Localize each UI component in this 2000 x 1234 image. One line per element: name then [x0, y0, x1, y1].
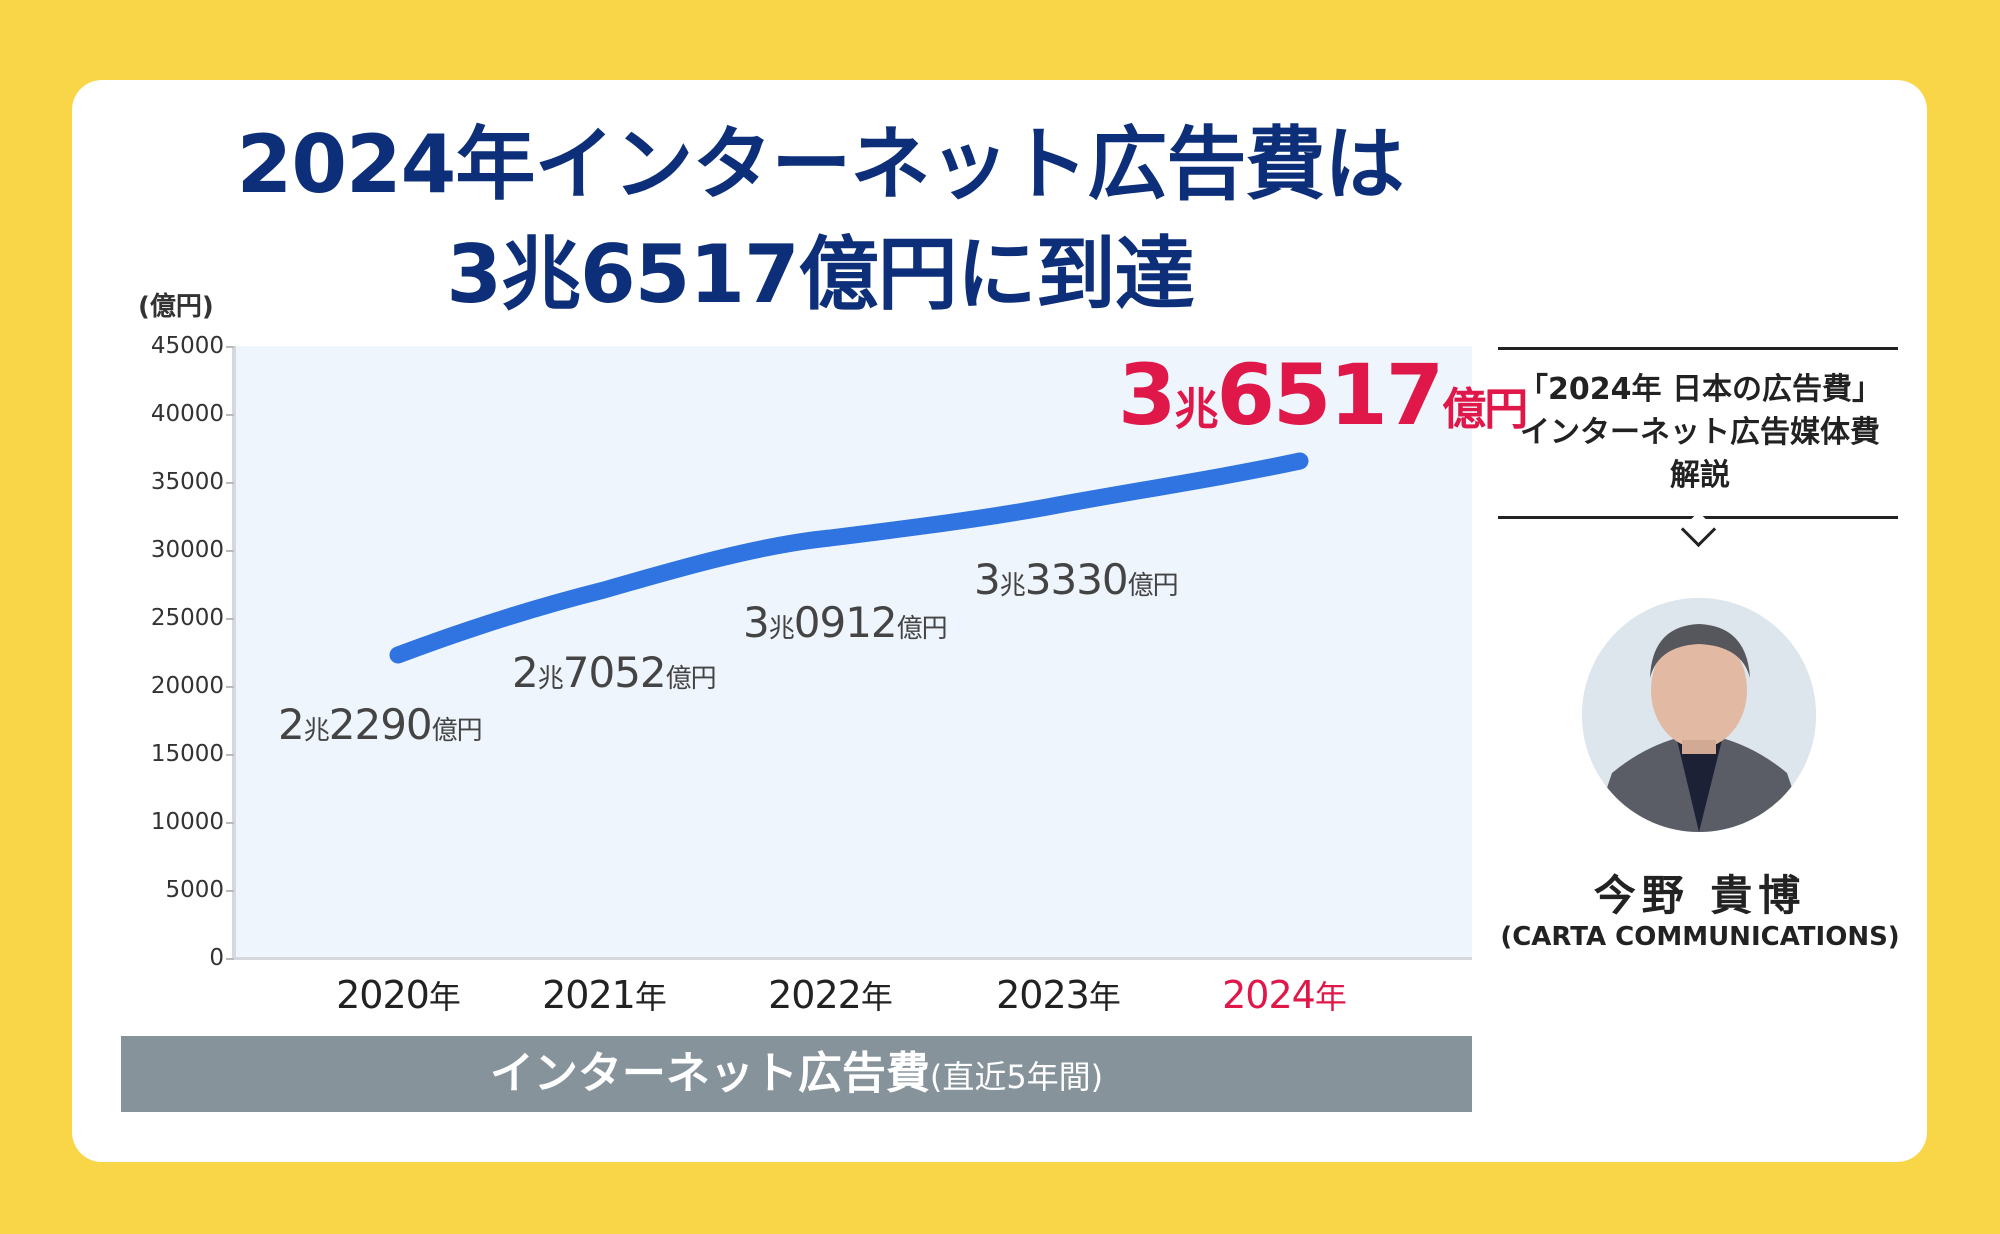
- y-tick: 5000: [165, 877, 224, 903]
- y-tick: 25000: [150, 605, 224, 631]
- y-tick: 0: [209, 945, 224, 971]
- avatar: [1582, 598, 1816, 832]
- person-organization: (CARTA COMMUNICATIONS): [1500, 922, 1900, 952]
- person-name: 今野 貴博: [1593, 871, 1807, 920]
- chart-caption-bar: インターネット広告費(直近5年間): [121, 1036, 1472, 1112]
- title-line-1: 2024年インターネット広告費は: [236, 118, 1405, 211]
- value-label-2022: 3兆0912億円: [743, 598, 948, 647]
- sidebar-caption: 「2024年 日本の広告費」 インターネット広告媒体費 解説: [1518, 372, 1882, 493]
- y-tick-mark: [226, 822, 234, 824]
- y-tick-mark: [226, 414, 234, 416]
- plot-area: [236, 346, 1472, 958]
- y-tick: 30000: [150, 537, 224, 563]
- value-label-2020: 2兆2290億円: [278, 700, 483, 749]
- y-tick-mark: [226, 754, 234, 756]
- y-tick: 20000: [150, 673, 224, 699]
- page-title: 2024年インターネット広告費は 3兆6517億円に到達: [0, 110, 1640, 330]
- person-portrait-icon: [1582, 598, 1816, 832]
- y-tick-mark: [226, 482, 234, 484]
- y-tick: 40000: [150, 401, 224, 427]
- value-label-2021: 2兆7052億円: [512, 648, 717, 697]
- y-tick: 45000: [150, 333, 224, 359]
- y-axis: [232, 346, 236, 960]
- x-tick-2022: 2022年: [768, 973, 893, 1017]
- value-label-2023: 3兆3330億円: [974, 555, 1179, 604]
- y-tick: 15000: [150, 741, 224, 767]
- x-tick-2024: 2024年: [1222, 973, 1347, 1017]
- y-axis-unit-label: (億円): [138, 292, 214, 322]
- y-tick-mark: [226, 550, 234, 552]
- x-axis: [232, 957, 1472, 960]
- chart-caption-sub: (直近5年間): [929, 1058, 1104, 1096]
- y-tick-mark: [226, 890, 234, 892]
- y-tick: 35000: [150, 469, 224, 495]
- title-line-2: 3兆6517億円に到達: [446, 228, 1194, 321]
- y-tick-mark: [226, 686, 234, 688]
- y-tick-mark: [226, 618, 234, 620]
- y-tick-mark: [226, 958, 234, 960]
- x-tick-2020: 2020年: [336, 973, 461, 1017]
- y-tick: 10000: [150, 809, 224, 835]
- x-tick-2021: 2021年: [542, 973, 667, 1017]
- chart-caption-main: インターネット広告費: [489, 1048, 930, 1099]
- value-label-2024-highlight: 3兆6517億円: [1118, 346, 1528, 444]
- y-tick-mark: [226, 346, 234, 348]
- sidebar-top-rule: [1498, 347, 1898, 350]
- x-tick-2023: 2023年: [996, 973, 1121, 1017]
